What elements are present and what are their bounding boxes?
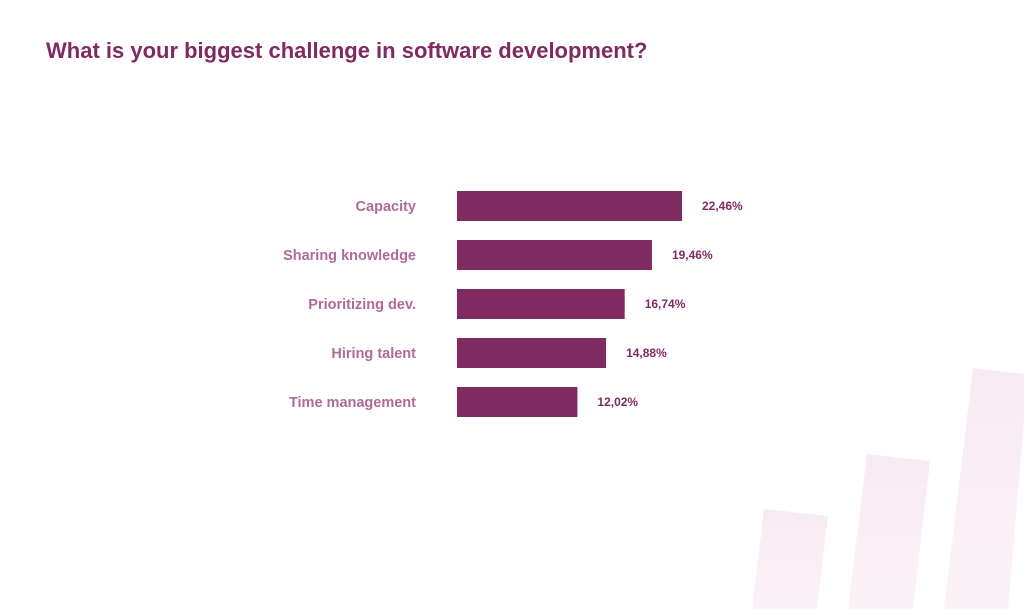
value-label: 22,46% xyxy=(702,199,743,213)
decorative-bar xyxy=(944,368,1024,609)
bar xyxy=(457,387,578,417)
value-label: 16,74% xyxy=(645,297,686,311)
value-label: 14,88% xyxy=(626,346,667,360)
category-label: Prioritizing dev. xyxy=(308,297,416,313)
category-label: Capacity xyxy=(356,199,416,215)
decorative-bar xyxy=(848,454,930,609)
bar xyxy=(457,191,682,221)
bar xyxy=(457,240,652,270)
value-label: 19,46% xyxy=(672,248,713,262)
category-label: Sharing knowledge xyxy=(283,248,416,264)
bar xyxy=(457,289,625,319)
chart-title: What is your biggest challenge in softwa… xyxy=(46,38,648,63)
category-label: Hiring talent xyxy=(331,346,416,362)
value-label: 12,02% xyxy=(597,395,638,409)
category-label: Time management xyxy=(289,395,416,411)
decorative-bar xyxy=(752,509,828,609)
bar xyxy=(457,338,607,368)
